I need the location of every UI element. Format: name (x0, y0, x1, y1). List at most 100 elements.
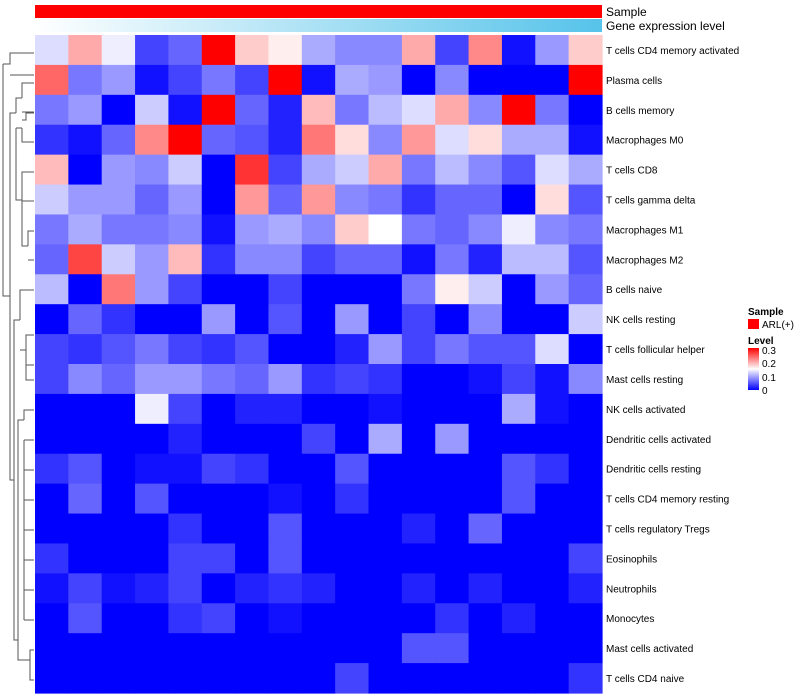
heatmap-cell (135, 513, 170, 545)
heatmap-cell (168, 483, 203, 515)
heatmap-cell (468, 633, 503, 664)
heatmap-cell (401, 543, 436, 574)
heatmap-cell (101, 364, 136, 395)
heatmap-cell (135, 603, 170, 634)
heatmap-cell (35, 334, 69, 365)
heatmap-cell (235, 214, 270, 245)
heatmap-cell (168, 364, 203, 395)
heatmap-cell (501, 483, 536, 515)
heatmap-cell (201, 633, 236, 664)
heatmap-cell (435, 633, 470, 664)
heatmap-cell (268, 304, 303, 335)
heatmap-cell (35, 274, 69, 305)
heatmap-cell (401, 393, 436, 425)
heatmap-cell (168, 124, 203, 156)
heatmap-cell (235, 124, 270, 156)
heatmap-cell (101, 274, 136, 305)
heatmap-cell (168, 64, 203, 96)
heatmap-cell (468, 124, 503, 156)
heatmap-cell (301, 453, 336, 485)
heatmap-cell (101, 453, 136, 485)
heatmap-cell (368, 453, 403, 485)
heatmap-cell (501, 453, 536, 485)
heatmap-cell (468, 94, 503, 126)
heatmap-cell (435, 64, 470, 96)
heatmap-cell (35, 35, 69, 66)
heatmap-cell (435, 35, 470, 66)
row-label: T cells CD4 memory activated (606, 46, 739, 57)
legend: Sample ARL(+) Level 0.3 0.2 0.1 0 (748, 307, 794, 397)
heatmap-cell (168, 334, 203, 365)
heatmap-cell (35, 633, 69, 664)
heatmap-cell (401, 64, 436, 96)
heatmap-cell (35, 393, 69, 425)
heatmap-cell (268, 603, 303, 634)
heatmap-cell (368, 573, 403, 604)
heatmap-cell (201, 154, 236, 186)
heatmap-cell (368, 64, 403, 96)
heatmap-cell (301, 543, 336, 574)
heatmap-cell (401, 35, 436, 66)
row-label: T cells CD4 naive (606, 674, 685, 685)
heatmap-cell (401, 364, 436, 395)
heatmap-cell (468, 393, 503, 425)
heatmap-cell (535, 124, 570, 156)
heatmap-cell (468, 364, 503, 395)
heatmap-cell (501, 334, 536, 365)
row-label: Macrophages M1 (606, 225, 684, 236)
heatmap-cell (501, 154, 536, 186)
heatmap-cell (335, 603, 370, 634)
heatmap-cell (401, 274, 436, 305)
heatmap-cell (68, 244, 103, 275)
heatmap-cell (368, 274, 403, 305)
heatmap-cell (68, 543, 103, 574)
heatmap-cell (135, 393, 170, 425)
heatmap-cell (268, 64, 303, 96)
heatmap-cell (335, 483, 370, 515)
heatmap-cell (368, 35, 403, 66)
row-label: T cells follicular helper (606, 345, 705, 356)
row-label: NK cells activated (606, 405, 685, 416)
heatmap-cell (468, 423, 503, 455)
heatmap-cell (535, 543, 570, 574)
heatmap-cell (435, 184, 470, 216)
heatmap-cell (568, 603, 603, 634)
heatmap-cell (168, 603, 203, 634)
heatmap-cell (568, 35, 603, 66)
heatmap-cell (68, 603, 103, 634)
heatmap-cell (35, 453, 69, 485)
heatmap-cell (335, 64, 370, 96)
heatmap-cell (401, 573, 436, 604)
sample-annotation-label: Sample (606, 5, 647, 19)
heatmap-cell (68, 393, 103, 425)
heatmap-cell (335, 393, 370, 425)
heatmap-cell (535, 633, 570, 664)
heatmap-cell (535, 603, 570, 634)
heatmap-cell (535, 214, 570, 245)
heatmap-cell (135, 334, 170, 365)
heatmap-cell (235, 603, 270, 634)
heatmap-cell (301, 603, 336, 634)
heatmap-cell (201, 35, 236, 66)
heatmap-cell (435, 513, 470, 545)
heatmap-cell (501, 274, 536, 305)
heatmap-cell (268, 543, 303, 574)
heatmap-cell (168, 423, 203, 455)
heatmap-cell (135, 543, 170, 574)
heatmap-cell (335, 364, 370, 395)
heatmap-cell (535, 573, 570, 604)
legend-level-tick: 0.2 (762, 359, 776, 370)
heatmap-cell (468, 304, 503, 335)
heatmap-cell (135, 35, 170, 66)
heatmap-cell (301, 423, 336, 455)
heatmap-cell (568, 334, 603, 365)
heatmap-cell (335, 663, 370, 694)
heatmap-cell (535, 154, 570, 186)
heatmap-cell (201, 513, 236, 545)
heatmap-cell (68, 35, 103, 66)
heatmap-cell (68, 573, 103, 604)
heatmap-cell (501, 124, 536, 156)
heatmap-cell (235, 184, 270, 216)
heatmap-cell (335, 124, 370, 156)
heatmap-cell (68, 214, 103, 245)
